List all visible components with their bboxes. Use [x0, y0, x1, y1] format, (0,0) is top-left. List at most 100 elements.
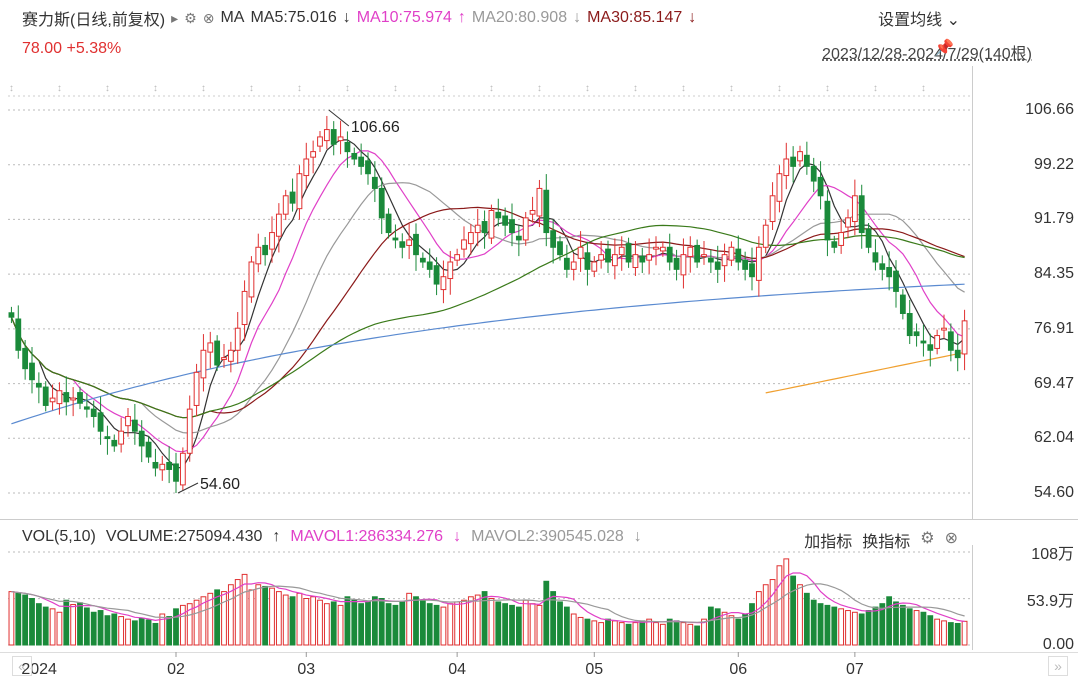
candle-body — [358, 156, 365, 167]
candlesticks — [8, 115, 968, 493]
candle-body — [200, 349, 207, 379]
volume-bar — [207, 592, 214, 646]
ma-settings-label: 设置均线 — [878, 12, 943, 29]
event-marker: ↕ — [585, 83, 590, 94]
ma250-line — [765, 351, 965, 394]
candle-body — [289, 191, 296, 204]
event-marker: ↕ — [9, 83, 14, 94]
candle-body — [927, 344, 934, 351]
candle-body — [145, 441, 152, 458]
volume-bar — [42, 606, 49, 646]
date-range[interactable]: 2023/12/28-2024/7/29(140根) — [822, 46, 1032, 63]
volume-bar — [961, 620, 968, 646]
candle-body — [755, 246, 762, 281]
ma-settings-button[interactable]: 设置均线 ⌄ — [878, 6, 960, 30]
volume-bar — [104, 615, 111, 646]
volume-bar — [426, 603, 433, 646]
candle-body — [776, 173, 783, 202]
candle-body — [125, 415, 131, 427]
candle-body — [762, 224, 769, 248]
indicator-buttons: 加指标 换指标 ⚙ ⊗ — [804, 528, 958, 552]
close-circle-icon[interactable]: ⊗ — [202, 9, 215, 26]
candle-body — [920, 340, 927, 344]
candle-body — [488, 209, 495, 239]
candle-body — [749, 263, 755, 278]
volume-bar — [118, 616, 125, 646]
candle-body — [817, 176, 824, 197]
play-triangle-icon[interactable]: ▸ — [171, 9, 179, 26]
pin-icon[interactable]: 📌 — [934, 40, 954, 57]
volume-bar — [721, 611, 728, 646]
volume-bar — [920, 611, 927, 646]
candle-body — [687, 246, 694, 257]
volume-bar — [454, 601, 461, 646]
ma-label: MA — [220, 9, 245, 26]
volume-bar — [954, 622, 961, 646]
candle-body — [810, 165, 817, 182]
x-tick-label: 07 — [845, 661, 864, 678]
candle-body — [570, 261, 577, 270]
volume-bar — [159, 613, 166, 646]
candle-body — [742, 259, 749, 270]
volume-bar — [769, 579, 776, 646]
candle-body — [111, 439, 118, 447]
candle-body — [838, 232, 845, 246]
candle-body — [419, 257, 426, 263]
candle-body — [591, 261, 598, 272]
candle-body — [131, 419, 138, 432]
candle-body — [461, 239, 467, 250]
event-marker: ↕ — [297, 83, 302, 94]
volume-bar — [399, 601, 406, 646]
scroll-left-icon[interactable]: « — [12, 656, 32, 676]
volume-bar — [241, 573, 248, 646]
volume-bar — [131, 620, 138, 646]
event-marker: ↕ — [201, 83, 206, 94]
volume-bar — [262, 585, 269, 646]
candle-body — [29, 362, 35, 381]
volume-bar — [214, 589, 221, 646]
volume-bar — [529, 603, 536, 646]
event-marker: ↕ — [345, 83, 350, 94]
candle-body — [680, 254, 687, 276]
top-marks: ↕ ↕ ↕ ↕ ↕ ↕ ↕ ↕ ↕ ↕ ↕ ↕ ↕ ↕ ↕ ↕ ↕ ↕ ↕ ↕ — [8, 83, 970, 97]
volume-bar — [735, 618, 742, 646]
volume-bar — [173, 608, 179, 646]
volume-bar — [762, 584, 769, 646]
candle-body — [515, 235, 522, 241]
gear-icon[interactable]: ⚙ — [920, 530, 935, 547]
gear-icon[interactable]: ⚙ — [184, 9, 197, 26]
candle-body — [42, 386, 49, 406]
volume-tick-label: 53.9万 — [1026, 592, 1074, 610]
volume-bar — [934, 618, 941, 646]
x-tick-label: 03 — [297, 661, 316, 678]
event-marker: ↕ — [825, 83, 830, 94]
candle-body — [598, 254, 605, 261]
volume-bar — [365, 601, 371, 646]
price-tick-label: 91.79 — [1033, 210, 1074, 228]
add-indicator-button[interactable]: 加指标 — [804, 534, 853, 551]
candle-body — [646, 254, 653, 261]
volume-bar — [728, 615, 735, 646]
volume-bar — [906, 608, 913, 646]
volume-bar — [776, 565, 783, 646]
volume-bar — [947, 622, 954, 646]
volume-bar — [77, 602, 83, 646]
volume-bar — [536, 604, 543, 646]
volume-bar — [515, 606, 522, 646]
candle-body — [303, 158, 310, 177]
candle-body — [961, 320, 968, 355]
volume-bar — [570, 613, 577, 646]
annotation-arrow — [328, 109, 350, 127]
swap-indicator-button[interactable]: 换指标 — [862, 534, 911, 551]
candle-body — [495, 211, 502, 219]
candle-body — [70, 397, 77, 401]
volume-bar — [509, 604, 515, 646]
annotation-arrow — [177, 482, 199, 494]
volume-ma-lines — [11, 572, 965, 624]
candle-body — [543, 189, 550, 234]
candle-body — [104, 436, 111, 440]
close-circle-icon[interactable]: ⊗ — [944, 530, 958, 547]
candle-body — [433, 265, 440, 285]
scroll-right-icon[interactable]: » — [1048, 656, 1068, 676]
